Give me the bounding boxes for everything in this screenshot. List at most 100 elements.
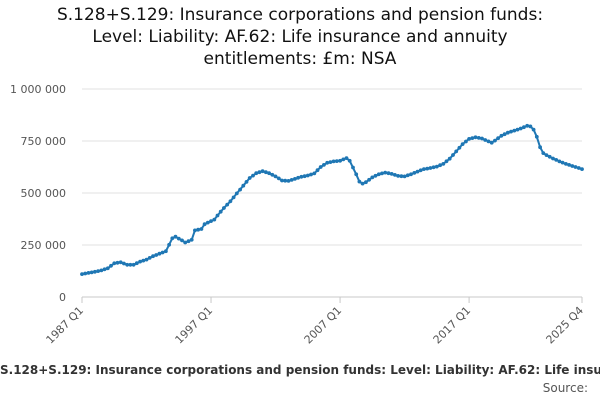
data-point — [228, 199, 233, 204]
data-point — [264, 170, 268, 175]
y-tick-label: 750 000 — [21, 135, 67, 148]
data-point — [560, 160, 565, 165]
data-point — [167, 242, 172, 247]
chart-title-line: entitlements: £m: NSA — [203, 49, 397, 69]
data-point — [334, 159, 339, 164]
data-point — [383, 170, 388, 175]
data-point — [341, 157, 346, 162]
gridlines — [82, 88, 582, 246]
data-point — [328, 160, 333, 165]
data-point — [496, 136, 500, 141]
data-point — [467, 137, 471, 141]
data-point — [405, 173, 410, 178]
data-point — [118, 260, 123, 265]
data-point — [573, 165, 578, 169]
y-tick-label: 0 — [59, 291, 66, 304]
data-point — [254, 171, 259, 176]
data-point — [209, 219, 213, 224]
data-point — [267, 171, 271, 176]
data-point — [270, 172, 275, 177]
chart-title-line: S.128+S.129: Insurance corporations and … — [56, 5, 544, 25]
data-point — [170, 236, 175, 241]
data-point — [164, 249, 168, 254]
data-point — [512, 128, 517, 133]
x-tick-label: 1997 Q1 — [173, 304, 216, 347]
data-point — [438, 163, 442, 168]
data-point — [464, 139, 468, 144]
data-point — [399, 174, 404, 179]
data-point — [531, 127, 536, 132]
data-point — [257, 170, 262, 175]
data-point — [273, 174, 278, 179]
data-point — [370, 175, 375, 180]
data-point — [393, 173, 397, 177]
data-point — [460, 142, 465, 147]
data-point — [151, 254, 155, 259]
data-point — [302, 174, 307, 179]
data-point — [376, 172, 381, 177]
data-point — [196, 227, 201, 232]
data-point — [215, 213, 220, 218]
data-point — [109, 263, 113, 268]
data-point — [89, 270, 94, 275]
data-point — [386, 171, 391, 176]
data-point — [115, 260, 120, 265]
data-point — [538, 145, 542, 150]
data-point — [525, 123, 530, 128]
data-point — [144, 257, 149, 262]
data-point — [502, 132, 507, 137]
data-point — [160, 250, 165, 255]
data-point — [189, 237, 194, 242]
data-point — [138, 259, 143, 264]
data-point — [425, 166, 430, 171]
data-point — [402, 174, 407, 179]
data-point — [176, 236, 181, 241]
data-point — [193, 228, 197, 233]
y-tick-label: 250 000 — [21, 239, 67, 252]
data-point — [318, 165, 323, 169]
data-point — [444, 159, 449, 164]
data-point — [231, 195, 236, 200]
data-point — [276, 176, 281, 181]
data-point — [528, 124, 533, 129]
data-point — [99, 268, 104, 273]
data-point — [289, 178, 294, 182]
data-point — [131, 262, 136, 267]
data-point — [260, 169, 265, 174]
data-point — [141, 258, 146, 263]
data-point — [93, 269, 97, 274]
data-point — [570, 164, 575, 168]
data-point — [299, 174, 304, 179]
data-point — [580, 167, 584, 172]
data-point — [551, 156, 555, 161]
legend-series-label: S.128+S.129: Insurance corporations and … — [0, 363, 600, 377]
data-point — [454, 149, 459, 154]
data-point — [241, 183, 246, 188]
data-point — [554, 158, 559, 162]
data-point — [564, 162, 568, 166]
data-point — [422, 167, 426, 172]
data-point — [412, 171, 417, 175]
x-tick-label: 2025 Q4 — [544, 304, 587, 347]
data-point — [515, 127, 520, 132]
data-point — [418, 168, 423, 173]
data-point — [470, 136, 475, 141]
data-point — [183, 240, 188, 245]
data-point — [364, 180, 368, 185]
data-point — [434, 164, 439, 169]
data-point — [202, 222, 207, 227]
data-point — [102, 267, 107, 272]
data-point — [509, 129, 513, 134]
data-point — [222, 206, 226, 210]
data-point — [518, 126, 523, 131]
data-point — [134, 261, 139, 266]
data-point — [486, 139, 491, 144]
chart-title-line: Level: Liability: AF.62: Life insurance … — [92, 27, 508, 47]
data-point — [251, 173, 255, 178]
data-point — [357, 179, 362, 184]
y-axis-tick-labels: 0 250 000 500 000 750 000 1 000 000 — [10, 83, 66, 304]
data-point — [128, 262, 133, 267]
data-point — [322, 163, 326, 167]
data-point — [428, 166, 433, 170]
